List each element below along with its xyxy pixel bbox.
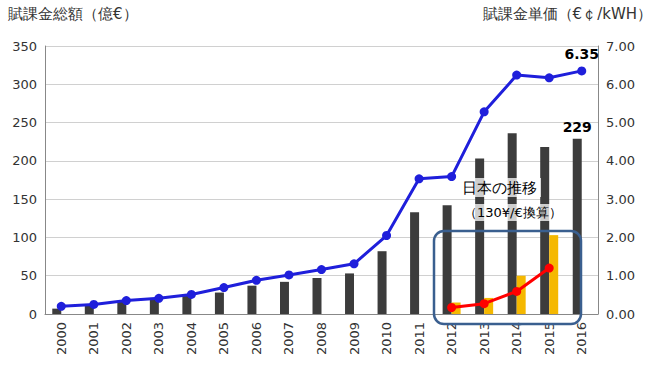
svg-text:2008: 2008 — [314, 322, 329, 355]
svg-text:2007: 2007 — [281, 322, 296, 355]
svg-text:350: 350 — [12, 39, 37, 54]
svg-text:2.00: 2.00 — [606, 230, 635, 245]
svg-text:100: 100 — [12, 230, 37, 245]
svg-text:（130¥/€換算）: （130¥/€換算） — [464, 205, 562, 220]
svg-text:7.00: 7.00 — [606, 39, 635, 54]
svg-text:2003: 2003 — [151, 322, 166, 355]
svg-text:250: 250 — [12, 115, 37, 130]
svg-text:2011: 2011 — [412, 322, 427, 355]
svg-text:2014: 2014 — [509, 322, 524, 355]
svg-text:2000: 2000 — [54, 322, 69, 355]
svg-text:6.35: 6.35 — [564, 46, 599, 62]
svg-text:150: 150 — [12, 192, 37, 207]
svg-text:賦課金単価（€￠/kWH）: 賦課金単価（€￠/kWH） — [483, 5, 652, 23]
svg-text:0: 0 — [29, 307, 37, 322]
svg-text:50: 50 — [20, 268, 37, 283]
svg-text:5.00: 5.00 — [606, 115, 635, 130]
svg-text:1.00: 1.00 — [606, 268, 635, 283]
svg-text:2002: 2002 — [119, 322, 134, 355]
svg-text:2006: 2006 — [249, 322, 264, 355]
svg-text:日本の推移: 日本の推移 — [462, 179, 537, 197]
svg-text:200: 200 — [12, 153, 37, 168]
svg-text:2009: 2009 — [347, 322, 362, 355]
svg-text:賦課金総額（億€）: 賦課金総額（億€） — [8, 5, 138, 23]
svg-text:2001: 2001 — [86, 322, 101, 355]
svg-text:3.00: 3.00 — [606, 192, 635, 207]
svg-text:229: 229 — [563, 119, 592, 135]
svg-text:2005: 2005 — [216, 322, 231, 355]
svg-text:300: 300 — [12, 77, 37, 92]
svg-text:2010: 2010 — [379, 322, 394, 355]
svg-text:6.00: 6.00 — [606, 77, 635, 92]
svg-text:2004: 2004 — [184, 322, 199, 355]
svg-text:2016: 2016 — [574, 322, 589, 355]
svg-text:2012: 2012 — [444, 322, 459, 355]
svg-text:2015: 2015 — [542, 322, 557, 355]
svg-text:2013: 2013 — [477, 322, 492, 355]
svg-text:0.00: 0.00 — [606, 307, 635, 322]
svg-text:4.00: 4.00 — [606, 153, 635, 168]
